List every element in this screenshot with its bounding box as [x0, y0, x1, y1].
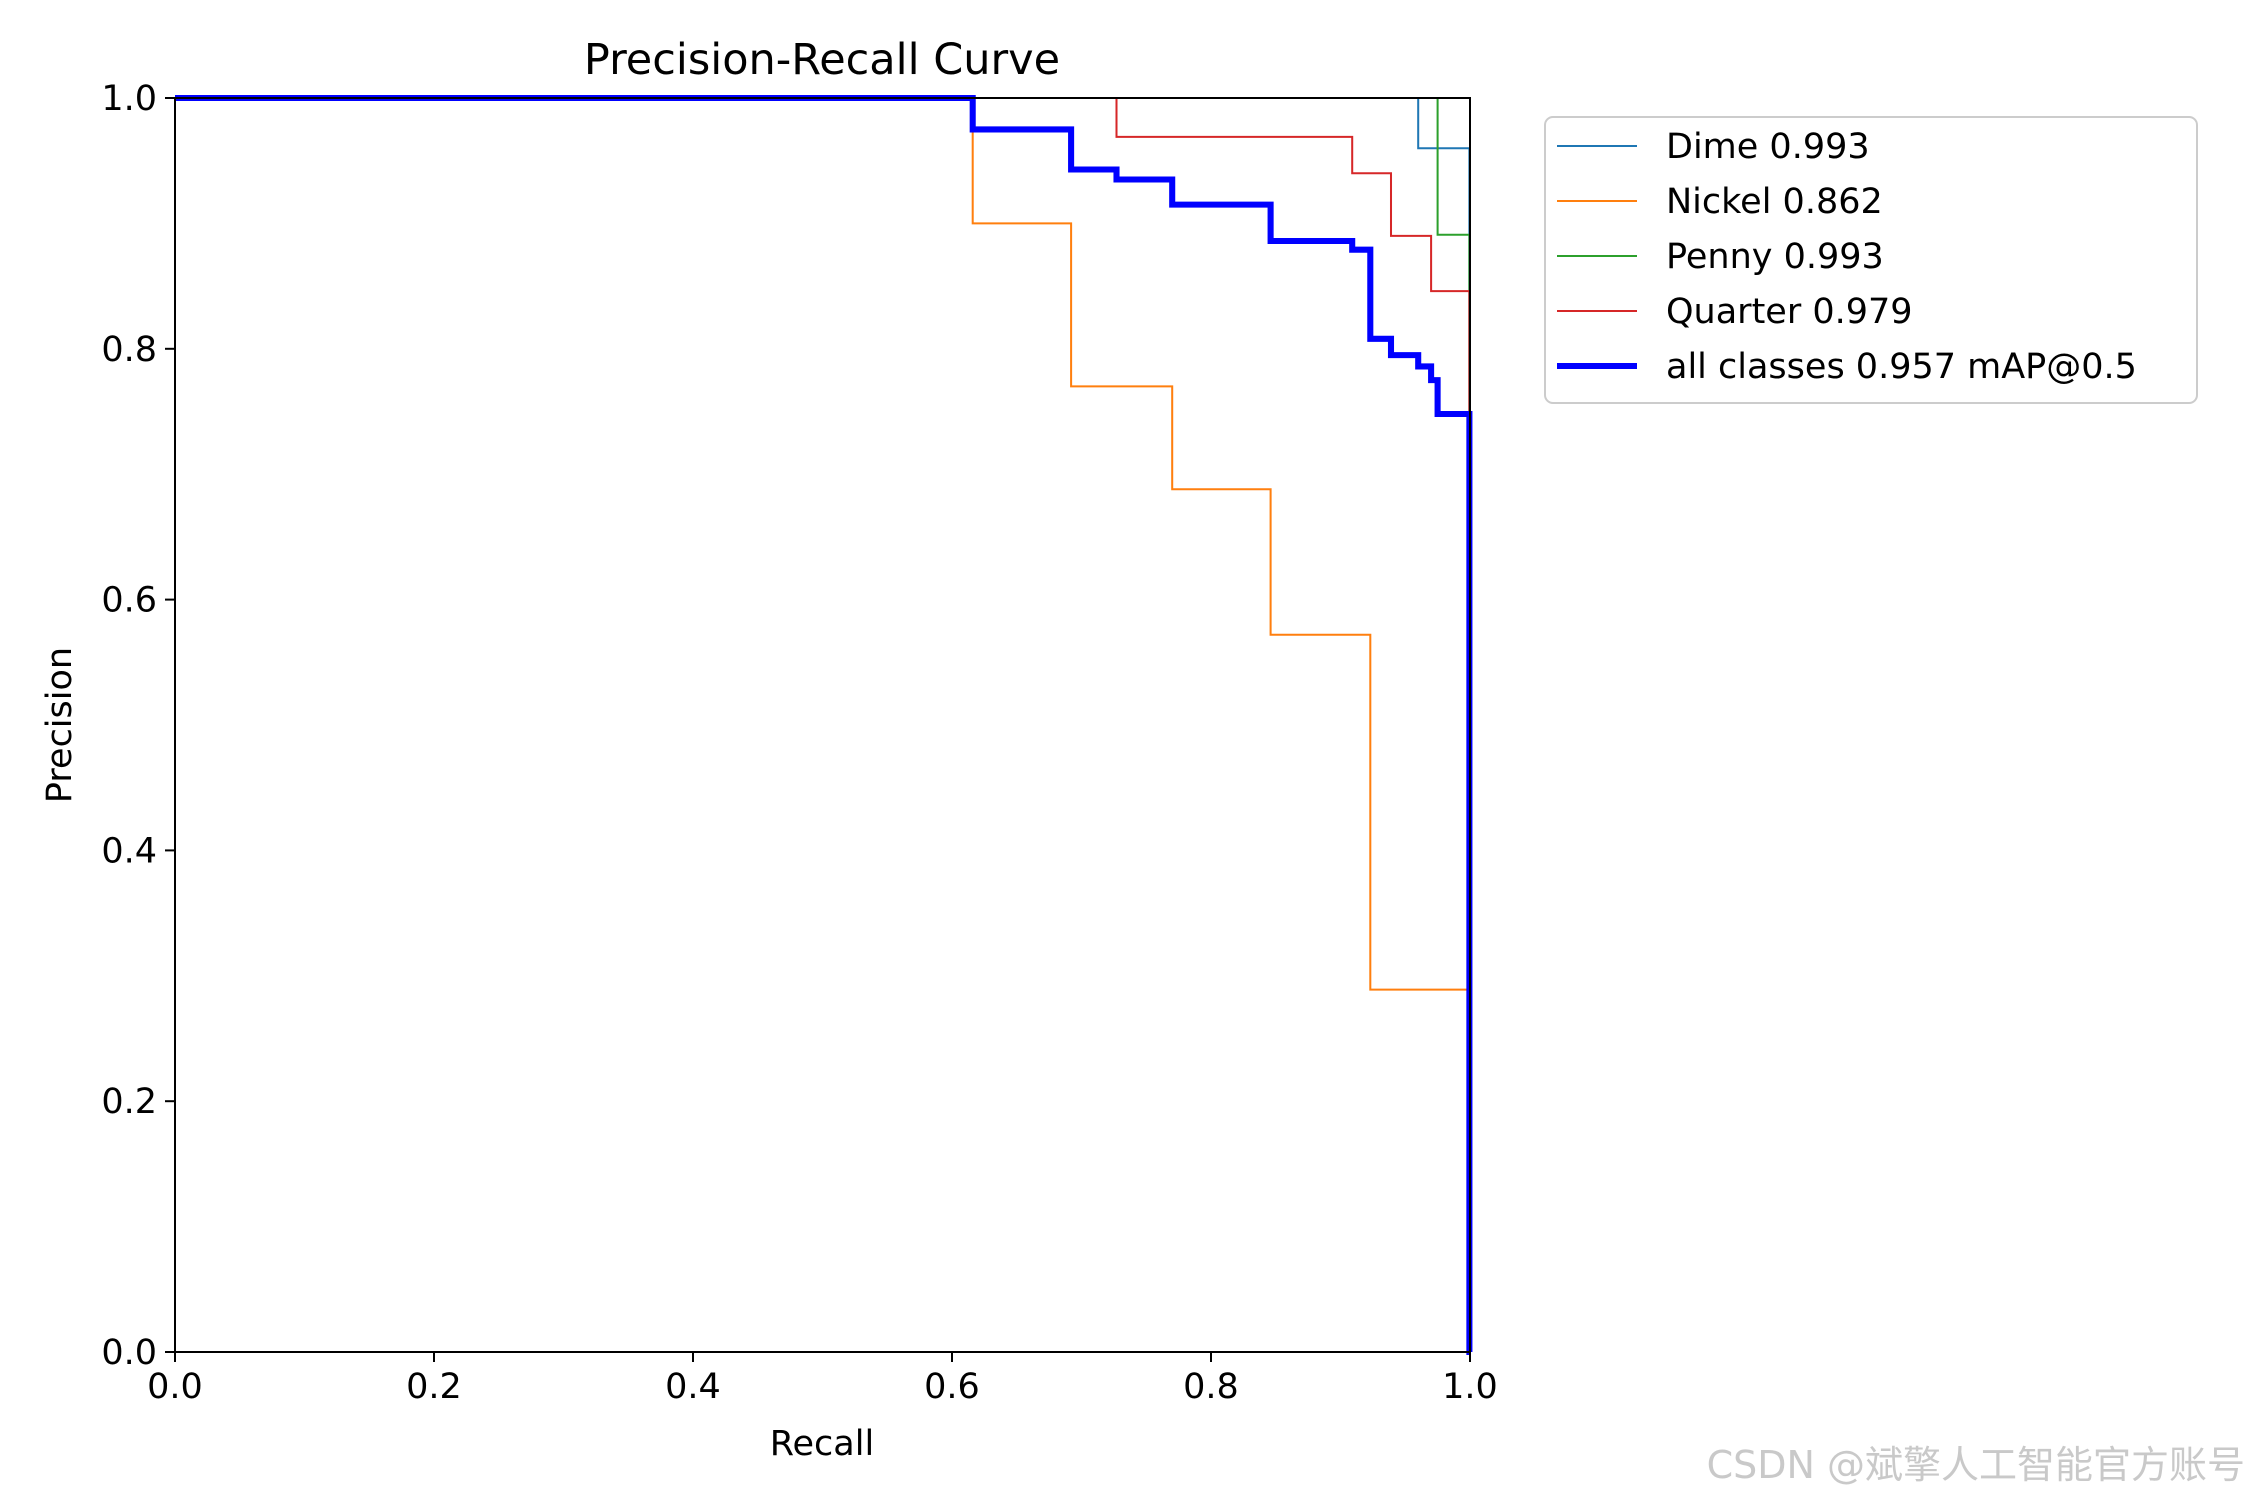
y-axis-ticks: 0.0 0.2 0.4 0.6 0.8 1.0: [101, 79, 175, 1373]
x-tick-label: 0.4: [665, 1367, 721, 1407]
y-tick-label: 0.8: [101, 330, 157, 370]
x-tick-label: 0.8: [1183, 1367, 1239, 1407]
axes-frame: [174, 97, 1471, 1353]
y-tick-label: 0.0: [101, 1333, 157, 1373]
legend-label-dime: Dime 0.993: [1666, 127, 1870, 167]
y-tick-label: 0.4: [101, 831, 157, 871]
x-tick-label: 0.6: [924, 1367, 980, 1407]
chart-title: Precision-Recall Curve: [584, 35, 1060, 85]
legend-label-all-classes: all classes 0.957 mAP@0.5: [1666, 347, 2137, 387]
watermark-text: CSDN @斌擎人工智能官方账号: [1707, 1443, 2245, 1487]
x-tick-label: 1.0: [1442, 1367, 1498, 1407]
legend-label-penny: Penny 0.993: [1666, 237, 1884, 277]
x-tick-label: 0.2: [406, 1367, 462, 1407]
y-axis-label: Precision: [40, 647, 80, 803]
x-axis-ticks: 0.0 0.2 0.4 0.6 0.8 1.0: [147, 1352, 1498, 1407]
series-line-nickel: [175, 96, 1472, 1353]
plot-axes: 0.0 0.2 0.4 0.6 0.8 1.0 0.0 0.2 0.4 0.6 0.8 1.0: [101, 79, 1498, 1407]
series-line-all-classes: [175, 94, 1473, 1356]
y-tick-label: 0.6: [101, 581, 157, 621]
y-tick-label: 0.2: [101, 1082, 157, 1122]
legend-box: [1544, 116, 2198, 404]
legend-label-nickel: Nickel 0.862: [1666, 182, 1883, 222]
y-tick-label: 1.0: [101, 79, 157, 119]
x-tick-label: 0.0: [147, 1367, 203, 1407]
legend: Dime 0.993 Nickel 0.862 Penny 0.993 Quarter…: [1544, 116, 2198, 404]
x-axis-label: Recall: [770, 1424, 874, 1464]
legend-label-quarter: Quarter 0.979: [1666, 292, 1913, 332]
legend-entries: Dime 0.993 Nickel 0.862 Penny 0.993 Quarter…: [1557, 127, 2137, 387]
